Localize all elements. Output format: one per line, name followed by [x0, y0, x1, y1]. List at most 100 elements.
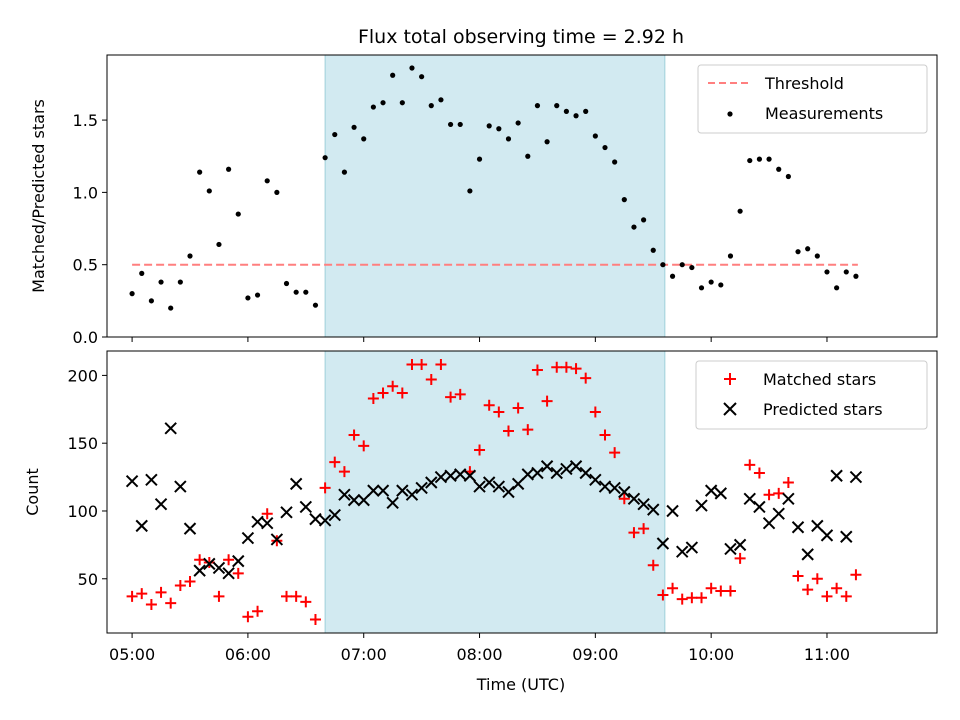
matched-stars-point — [155, 586, 167, 598]
matched-stars-point — [831, 582, 843, 594]
predicted-stars-point — [724, 542, 737, 556]
measurement-point — [602, 144, 608, 151]
measurement-point — [148, 298, 154, 304]
bottom-xtick-label: 10:00 — [688, 645, 734, 664]
predicted-stars-point — [762, 516, 776, 530]
measurement-point — [795, 249, 801, 255]
bottom-xtick-label: 07:00 — [341, 645, 387, 664]
matched-stars-point — [454, 388, 466, 400]
measurement-point — [641, 217, 647, 223]
predicted-stars-point — [840, 530, 853, 543]
top-ytick-label: 1.0 — [73, 183, 98, 202]
predicted-stars-point — [579, 466, 592, 480]
matched-stars-point — [309, 613, 321, 625]
matched-stars-point — [502, 425, 514, 437]
matched-stars-point — [676, 593, 688, 605]
predicted-stars-point — [550, 466, 563, 480]
matched-stars-point — [261, 508, 273, 520]
measurement-point — [264, 178, 270, 184]
predicted-stars-point — [434, 470, 448, 484]
predicted-stars-point — [492, 480, 506, 493]
measurement-point — [573, 113, 579, 119]
predicted-stars-point — [521, 468, 534, 481]
measurement-point — [747, 157, 753, 164]
predicted-stars-point — [203, 557, 216, 571]
predicted-stars-point — [704, 484, 718, 497]
legend-predicted-x-icon — [723, 402, 737, 416]
matched-stars-point — [377, 387, 389, 399]
matched-stars-point — [445, 391, 457, 403]
predicted-stars-point — [656, 537, 670, 550]
measurement-point — [428, 103, 434, 109]
bottom-ytick-label: 100 — [67, 502, 98, 521]
measurement-point — [679, 262, 685, 268]
predicted-stars-point — [801, 548, 814, 561]
matched-stars-point — [348, 429, 360, 441]
predicted-stars-point — [589, 473, 602, 487]
top-ytick-label: 1.5 — [73, 111, 98, 130]
matched-stars-point — [416, 359, 428, 371]
measurement-point — [283, 280, 290, 287]
matched-stars-point — [734, 552, 746, 564]
top-ytick-label: 0.0 — [73, 328, 98, 347]
predicted-stars-point — [222, 567, 235, 580]
matched-stars-point — [319, 482, 331, 494]
matched-stars-point — [522, 424, 534, 436]
measurement-point — [419, 74, 425, 80]
measurement-point — [409, 65, 415, 71]
measurement-point — [177, 279, 183, 285]
predicted-stars-point — [454, 468, 467, 481]
predicted-stars-point — [714, 487, 728, 500]
bottom-plot-frame — [106, 350, 938, 634]
top-legend: Threshold Measurements — [697, 64, 928, 134]
matched-stars-point — [599, 429, 611, 441]
predicted-stars-point — [357, 493, 370, 507]
measurement-point — [756, 156, 763, 162]
measurement-point — [235, 211, 241, 217]
bottom-xtick-label: 05:00 — [109, 645, 155, 664]
predicted-stars-point — [830, 469, 843, 482]
measurement-point — [476, 156, 483, 162]
measurement-point — [293, 289, 299, 295]
predicted-stars-point — [415, 481, 428, 495]
matched-stars-point — [223, 554, 235, 566]
top-ylabel: Matched/Predicted stars — [29, 99, 48, 293]
matched-stars-point — [184, 575, 196, 587]
measurement-point — [197, 169, 203, 175]
measurement-point — [525, 153, 531, 159]
measurement-point — [805, 246, 811, 252]
predicted-stars-point — [376, 484, 390, 497]
measurement-point — [708, 279, 714, 285]
predicted-stars-point — [637, 497, 650, 511]
matched-stars-point — [126, 590, 138, 602]
legend-matched-plus-icon — [724, 373, 736, 385]
matched-stars-point — [387, 380, 399, 392]
matched-stars-point — [300, 596, 312, 608]
predicted-stars-point — [540, 460, 554, 473]
matched-stars-point — [290, 590, 302, 602]
matched-stars-point — [396, 387, 408, 399]
measurement-point — [139, 270, 145, 276]
measurement-point — [341, 169, 348, 175]
predicted-stars-point — [820, 529, 834, 542]
predicted-stars-point — [154, 497, 168, 511]
predicted-stars-point — [531, 466, 544, 480]
measurement-point — [332, 131, 338, 138]
predicted-stars-point — [782, 492, 795, 505]
measurement-point — [563, 108, 569, 114]
matched-stars-point — [145, 599, 157, 611]
matched-stars-point — [802, 584, 814, 596]
measurement-point — [486, 123, 492, 129]
predicted-stars-point — [125, 474, 139, 488]
predicted-stars-point — [473, 480, 486, 493]
chart-title: Flux total observing time = 2.92 h — [358, 26, 684, 48]
predicted-stars-point — [328, 508, 341, 522]
bottom-xlabel: Time (UTC) — [476, 675, 565, 694]
measurement-point — [216, 241, 222, 248]
measurement-point — [312, 302, 319, 308]
measurement-point — [467, 188, 473, 194]
measurement-point — [351, 124, 357, 130]
measurement-point — [843, 269, 849, 275]
measurement-point — [592, 133, 598, 139]
